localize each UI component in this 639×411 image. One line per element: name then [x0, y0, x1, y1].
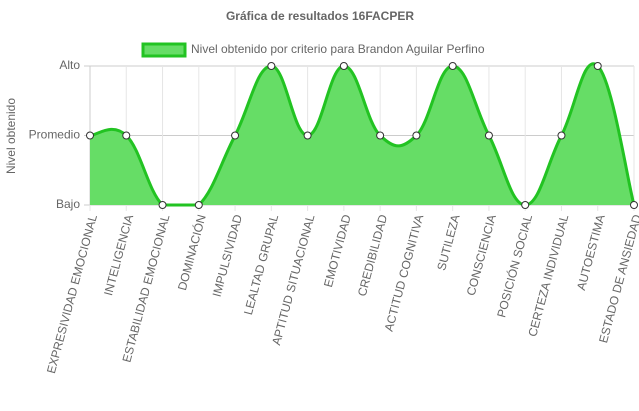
- data-point: [521, 201, 530, 209]
- data-point: [376, 131, 385, 140]
- x-tick-label: EXPRESIVIDAD EMOCIONAL: [44, 213, 100, 375]
- x-tick-label: LEALTAD GRUPAL: [241, 213, 281, 317]
- x-tick-label: IMPULSIVIDAD: [210, 213, 246, 299]
- x-tick-label: SUTILEZA: [434, 213, 462, 272]
- x-tick-label: CONSCIENCIA: [464, 213, 499, 297]
- y-tick-label: Promedio: [29, 128, 81, 142]
- data-point: [448, 62, 457, 70]
- x-tick-label: CREDIBILIDAD: [355, 213, 390, 298]
- x-tick-label: DOMINACIÓN: [174, 213, 209, 292]
- x-tick-label: EMOTIVIDAD: [321, 213, 354, 289]
- data-point: [231, 131, 240, 140]
- data-point: [158, 201, 167, 209]
- data-point: [339, 62, 348, 70]
- data-point: [630, 201, 638, 209]
- data-point: [593, 62, 602, 70]
- area: [90, 63, 634, 205]
- data-point: [557, 131, 566, 140]
- data-point: [484, 131, 493, 140]
- y-axis-label: Nivel obtenido: [4, 98, 18, 174]
- data-point: [267, 62, 276, 70]
- line: [89, 62, 636, 207]
- data-point: [194, 201, 203, 209]
- y-tick-label: Alto: [59, 58, 80, 72]
- y-tick-label: Bajo: [56, 197, 80, 211]
- chart-title: Gráfica de resultados 16FACPER: [226, 9, 414, 23]
- data-point: [412, 131, 421, 140]
- data-point: [303, 131, 312, 140]
- data-point: [86, 131, 94, 140]
- legend-swatch: [141, 42, 187, 58]
- x-tick-label: CERTEZA INDIVIDUAL: [525, 213, 571, 338]
- x-tick-label: AUTOESTIMA: [574, 213, 608, 292]
- x-tick-label: ACTITUD COGNITIVA: [382, 213, 427, 333]
- data-point: [122, 131, 131, 140]
- legend-label: Nivel obtenido por criterio para Brandon…: [191, 42, 485, 56]
- x-tick-label: POSICIÓN SOCIAL: [493, 212, 535, 319]
- x-tick-label: INTELIGENCIA: [101, 213, 136, 297]
